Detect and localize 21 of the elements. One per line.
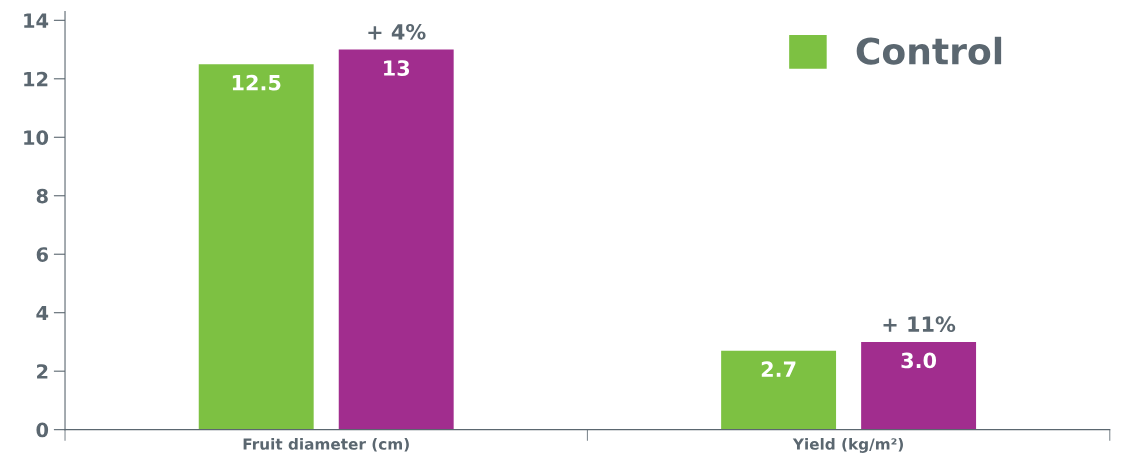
y-tick-label: 6 bbox=[36, 247, 48, 262]
legend-label: Control bbox=[856, 36, 1002, 65]
y-tick-label: 8 bbox=[36, 188, 48, 204]
bar bbox=[721, 350, 837, 430]
data-label: 2.7 bbox=[761, 361, 796, 377]
bar bbox=[198, 64, 314, 430]
data-label: 13 bbox=[384, 60, 410, 76]
y-tick-label: 4 bbox=[36, 305, 49, 321]
x-tick-label: Yield (kg/m²) bbox=[792, 437, 903, 453]
data-label: 12.5 bbox=[232, 74, 281, 91]
bar bbox=[338, 49, 454, 430]
x-tick-label: Fruit diameter (cm) bbox=[243, 437, 409, 452]
y-tick-label: 12 bbox=[24, 71, 48, 87]
annotation: + 11% bbox=[883, 316, 956, 333]
annotation: + 4% bbox=[368, 23, 426, 40]
y-tick-label: 0 bbox=[36, 422, 49, 438]
y-tick-label: 10 bbox=[24, 130, 49, 145]
data-label: 3.0 bbox=[901, 352, 937, 369]
y-tick-label: 2 bbox=[37, 364, 48, 379]
y-tick-label: 14 bbox=[24, 13, 49, 28]
bar bbox=[861, 341, 977, 430]
